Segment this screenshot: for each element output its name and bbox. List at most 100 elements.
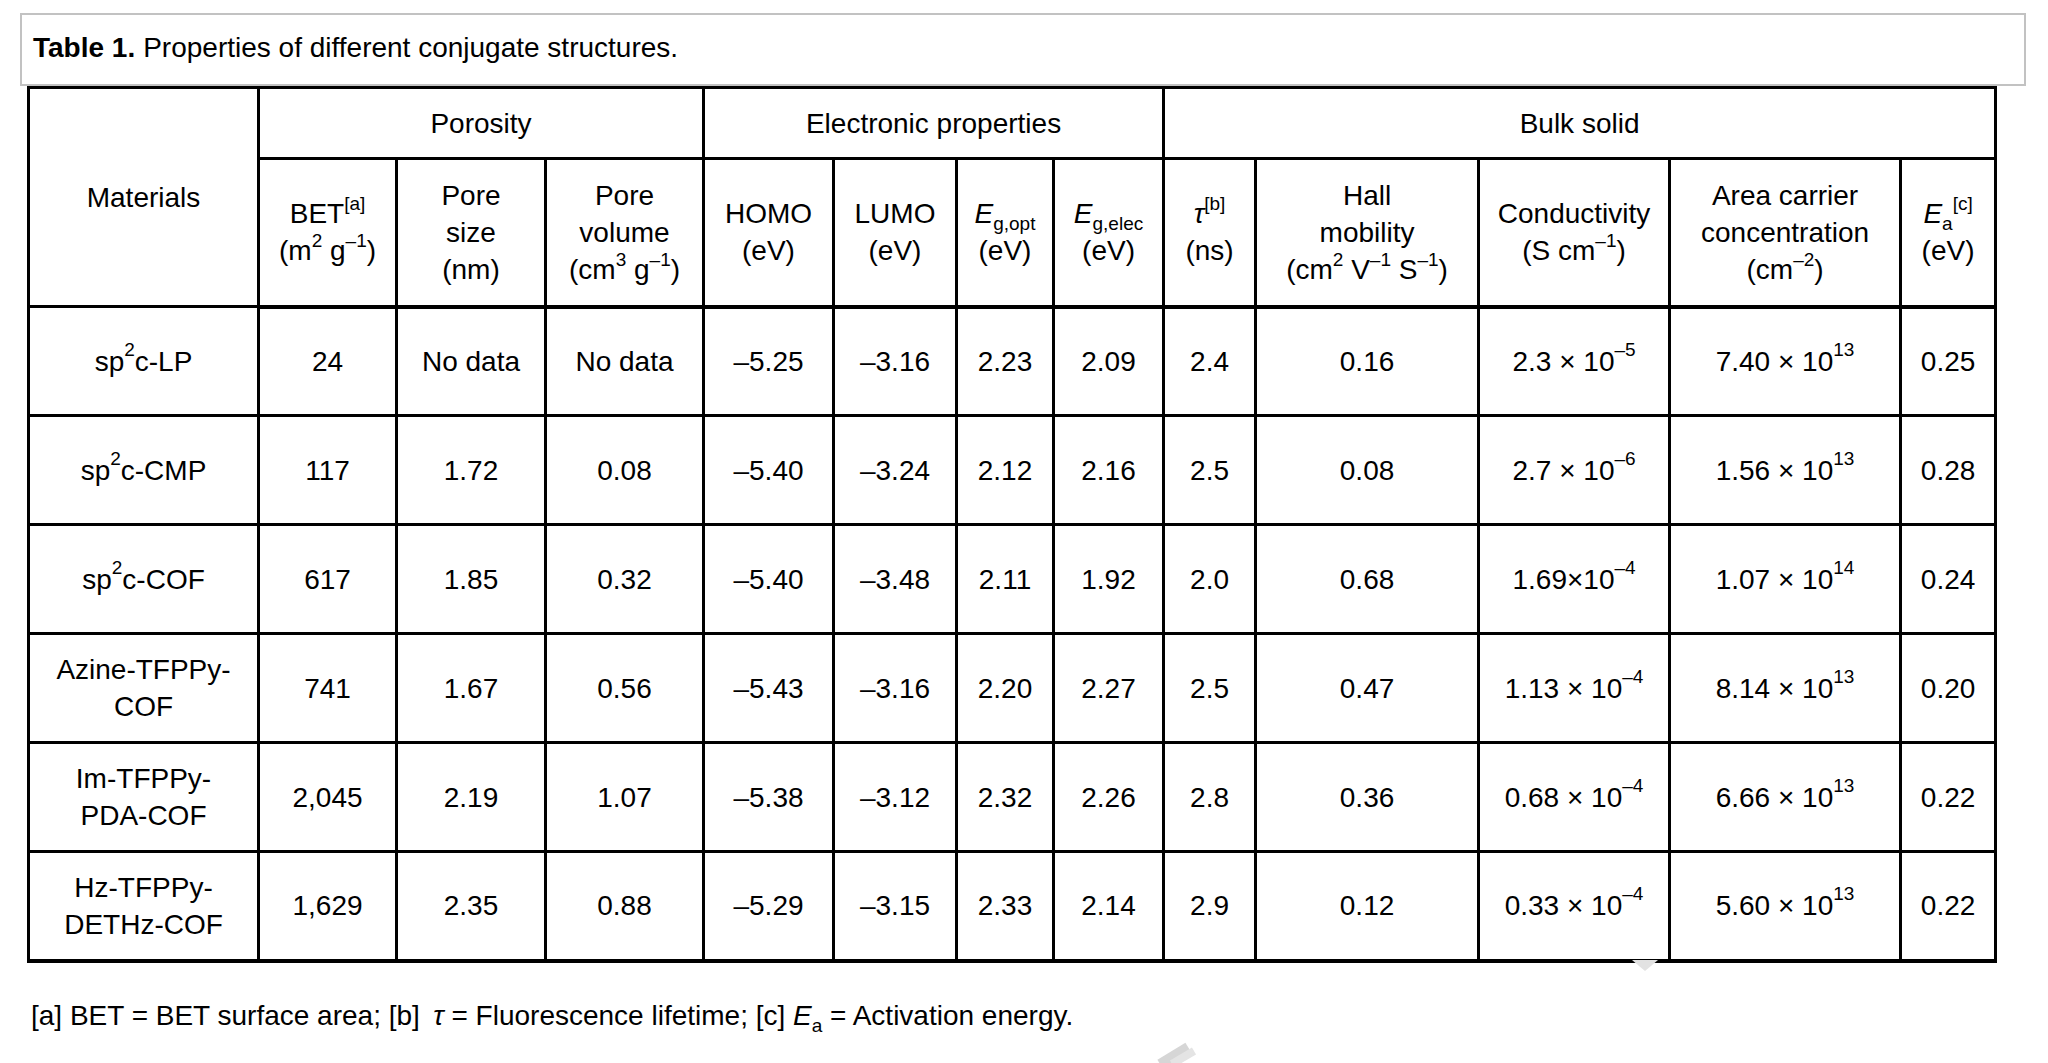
header-materials: Materials bbox=[29, 88, 259, 307]
cell-hz-tfppy-dethz-cof-ea: 0.22 bbox=[1901, 852, 1996, 961]
cell-sp2c-cof-lumo: –3.48 bbox=[834, 525, 957, 634]
cell-sp2c-lp-eg-elec: 2.09 bbox=[1054, 307, 1164, 416]
table-row-sp2c-cmp: sp2c-CMP1171.720.08–5.40–3.242.122.162.5… bbox=[29, 416, 1996, 525]
cell-sp2c-lp-homo: –5.25 bbox=[704, 307, 834, 416]
header-col-eg-opt: Eg,opt(eV) bbox=[957, 159, 1054, 307]
cell-azine-tfppy-cof-hall-mobility: 0.47 bbox=[1256, 634, 1479, 743]
cell-sp2c-cmp-pore-size: 1.72 bbox=[397, 416, 546, 525]
header-col-tau: τ[b](ns) bbox=[1164, 159, 1256, 307]
cell-hz-tfppy-dethz-cof-area-carrier-concentration: 5.60 × 1013 bbox=[1670, 852, 1901, 961]
cell-hz-tfppy-dethz-cof-bet: 1,629 bbox=[259, 852, 397, 961]
header-col-lumo: LUMO(eV) bbox=[834, 159, 957, 307]
cell-sp2c-cof-hall-mobility: 0.68 bbox=[1256, 525, 1479, 634]
cell-sp2c-cof-pore-volume: 0.32 bbox=[546, 525, 704, 634]
cell-im-tfppy-pda-cof-bet: 2,045 bbox=[259, 743, 397, 852]
cell-im-tfppy-pda-cof-lumo: –3.12 bbox=[834, 743, 957, 852]
cell-sp2c-lp-conductivity: 2.3 × 10–5 bbox=[1479, 307, 1670, 416]
header-col-conductivity: Conductivity(S cm–1) bbox=[1479, 159, 1670, 307]
header-group-electronic-properties: Electronic properties bbox=[704, 88, 1164, 159]
cell-sp2c-cof-conductivity: 1.69×10–4 bbox=[1479, 525, 1670, 634]
cell-im-tfppy-pda-cof-eg-elec: 2.26 bbox=[1054, 743, 1164, 852]
table-row-sp2c-cof: sp2c-COF6171.850.32–5.40–3.482.111.922.0… bbox=[29, 525, 1996, 634]
cell-hz-tfppy-dethz-cof-pore-volume: 0.88 bbox=[546, 852, 704, 961]
cell-azine-tfppy-cof-eg-opt: 2.20 bbox=[957, 634, 1054, 743]
header-col-ea: Ea[c](eV) bbox=[1901, 159, 1996, 307]
material-cell-azine-tfppy-cof: Azine-TFPPy-COF bbox=[29, 634, 259, 743]
cell-azine-tfppy-cof-pore-size: 1.67 bbox=[397, 634, 546, 743]
cell-im-tfppy-pda-cof-tau: 2.8 bbox=[1164, 743, 1256, 852]
cell-hz-tfppy-dethz-cof-homo: –5.29 bbox=[704, 852, 834, 961]
header-col-bet: BET[a](m2 g–1) bbox=[259, 159, 397, 307]
cell-sp2c-cmp-homo: –5.40 bbox=[704, 416, 834, 525]
cell-hz-tfppy-dethz-cof-eg-opt: 2.33 bbox=[957, 852, 1054, 961]
cell-im-tfppy-pda-cof-area-carrier-concentration: 6.66 × 1013 bbox=[1670, 743, 1901, 852]
cell-sp2c-cmp-eg-opt: 2.12 bbox=[957, 416, 1054, 525]
cell-sp2c-cof-pore-size: 1.85 bbox=[397, 525, 546, 634]
watermark-stroke-icon bbox=[1160, 1047, 1188, 1063]
cell-sp2c-lp-pore-volume: No data bbox=[546, 307, 704, 416]
cell-sp2c-cmp-lumo: –3.24 bbox=[834, 416, 957, 525]
cell-im-tfppy-pda-cof-conductivity: 0.68 × 10–4 bbox=[1479, 743, 1670, 852]
cell-sp2c-cmp-tau: 2.5 bbox=[1164, 416, 1256, 525]
table-row-azine-tfppy-cof: Azine-TFPPy-COF7411.670.56–5.43–3.162.20… bbox=[29, 634, 1996, 743]
header-group-row: MaterialsPorosityElectronic propertiesBu… bbox=[29, 88, 1996, 159]
watermark-stroke2-icon bbox=[1172, 1051, 1194, 1063]
table-row-hz-tfppy-dethz-cof: Hz-TFPPy-DETHz-COF1,6292.350.88–5.29–3.1… bbox=[29, 852, 1996, 961]
cell-sp2c-cmp-ea: 0.28 bbox=[1901, 416, 1996, 525]
cell-sp2c-lp-ea: 0.25 bbox=[1901, 307, 1996, 416]
cell-sp2c-cmp-bet: 117 bbox=[259, 416, 397, 525]
cell-sp2c-cmp-pore-volume: 0.08 bbox=[546, 416, 704, 525]
cell-sp2c-lp-hall-mobility: 0.16 bbox=[1256, 307, 1479, 416]
cell-im-tfppy-pda-cof-eg-opt: 2.32 bbox=[957, 743, 1054, 852]
material-cell-sp2c-cmp: sp2c-CMP bbox=[29, 416, 259, 525]
header-col-pore-size: Poresize(nm) bbox=[397, 159, 546, 307]
cell-azine-tfppy-cof-conductivity: 1.13 × 10–4 bbox=[1479, 634, 1670, 743]
cell-sp2c-lp-lumo: –3.16 bbox=[834, 307, 957, 416]
header-column-row: BET[a](m2 g–1)Poresize(nm)Porevolume(cm3… bbox=[29, 159, 1996, 307]
cell-sp2c-lp-bet: 24 bbox=[259, 307, 397, 416]
table-row-im-tfppy-pda-cof: Im-TFPPy-PDA-COF2,0452.191.07–5.38–3.122… bbox=[29, 743, 1996, 852]
cell-azine-tfppy-cof-lumo: –3.16 bbox=[834, 634, 957, 743]
cell-sp2c-cof-eg-elec: 1.92 bbox=[1054, 525, 1164, 634]
cell-azine-tfppy-cof-area-carrier-concentration: 8.14 × 1013 bbox=[1670, 634, 1901, 743]
cell-azine-tfppy-cof-ea: 0.20 bbox=[1901, 634, 1996, 743]
cell-sp2c-cof-ea: 0.24 bbox=[1901, 525, 1996, 634]
material-cell-hz-tfppy-dethz-cof: Hz-TFPPy-DETHz-COF bbox=[29, 852, 259, 961]
cell-im-tfppy-pda-cof-pore-size: 2.19 bbox=[397, 743, 546, 852]
material-cell-sp2c-lp: sp2c-LP bbox=[29, 307, 259, 416]
cell-sp2c-lp-area-carrier-concentration: 7.40 × 1013 bbox=[1670, 307, 1901, 416]
header-col-eg-elec: Eg,elec(eV) bbox=[1054, 159, 1164, 307]
table-caption-text: Properties of different conjugate struct… bbox=[143, 32, 678, 64]
cell-azine-tfppy-cof-pore-volume: 0.56 bbox=[546, 634, 704, 743]
cell-sp2c-cmp-hall-mobility: 0.08 bbox=[1256, 416, 1479, 525]
cell-im-tfppy-pda-cof-pore-volume: 1.07 bbox=[546, 743, 704, 852]
header-col-pore-volume: Porevolume(cm3 g–1) bbox=[546, 159, 704, 307]
cell-sp2c-cof-bet: 617 bbox=[259, 525, 397, 634]
cell-sp2c-cof-eg-opt: 2.11 bbox=[957, 525, 1054, 634]
footnote: [a] BET = BET surface area; [b] τ = Fluo… bbox=[31, 1000, 1073, 1032]
cell-hz-tfppy-dethz-cof-tau: 2.9 bbox=[1164, 852, 1256, 961]
table-caption-box: Table 1.Properties of different conjugat… bbox=[20, 13, 2026, 86]
header-col-homo: HOMO(eV) bbox=[704, 159, 834, 307]
table-row-sp2c-lp: sp2c-LP24No dataNo data–5.25–3.162.232.0… bbox=[29, 307, 1996, 416]
table-caption-label: Table 1. bbox=[33, 32, 135, 64]
cell-azine-tfppy-cof-tau: 2.5 bbox=[1164, 634, 1256, 743]
cell-azine-tfppy-cof-homo: –5.43 bbox=[704, 634, 834, 743]
cell-sp2c-cmp-area-carrier-concentration: 1.56 × 1013 bbox=[1670, 416, 1901, 525]
cell-sp2c-lp-tau: 2.4 bbox=[1164, 307, 1256, 416]
cell-azine-tfppy-cof-eg-elec: 2.27 bbox=[1054, 634, 1164, 743]
material-cell-im-tfppy-pda-cof: Im-TFPPy-PDA-COF bbox=[29, 743, 259, 852]
cell-azine-tfppy-cof-bet: 741 bbox=[259, 634, 397, 743]
header-group-porosity: Porosity bbox=[259, 88, 704, 159]
cell-sp2c-cmp-eg-elec: 2.16 bbox=[1054, 416, 1164, 525]
cell-sp2c-cof-homo: –5.40 bbox=[704, 525, 834, 634]
table-header: MaterialsPorosityElectronic propertiesBu… bbox=[29, 88, 1996, 307]
cell-sp2c-cof-area-carrier-concentration: 1.07 × 1014 bbox=[1670, 525, 1901, 634]
material-cell-sp2c-cof: sp2c-COF bbox=[29, 525, 259, 634]
cell-sp2c-lp-eg-opt: 2.23 bbox=[957, 307, 1054, 416]
header-col-hall-mobility: Hallmobility(cm2 V–1 S–1) bbox=[1256, 159, 1479, 307]
table-body: sp2c-LP24No dataNo data–5.25–3.162.232.0… bbox=[29, 307, 1996, 961]
cell-hz-tfppy-dethz-cof-eg-elec: 2.14 bbox=[1054, 852, 1164, 961]
cell-im-tfppy-pda-cof-ea: 0.22 bbox=[1901, 743, 1996, 852]
cell-sp2c-cmp-conductivity: 2.7 × 10–6 bbox=[1479, 416, 1670, 525]
